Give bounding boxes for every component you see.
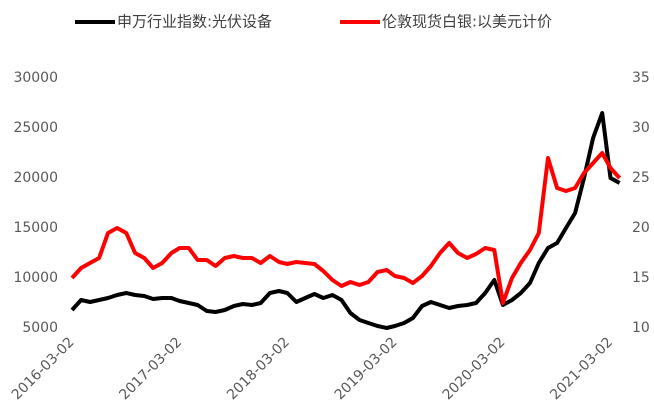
- series-line: [70, 111, 621, 330]
- x-tick-label: 2017-03-02: [116, 334, 185, 403]
- y2-tick-label: 10: [632, 320, 650, 336]
- series-line: [70, 151, 622, 305]
- y2-tick-label: 15: [632, 270, 650, 286]
- x-tick-label: 2018-03-02: [224, 334, 293, 403]
- x-tick-label: 2021-03-02: [547, 334, 616, 403]
- y-tick-label: 25000: [13, 120, 58, 136]
- y2-tick-label: 35: [632, 70, 650, 86]
- legend-label: 申万行业指数:光伏设备: [117, 13, 272, 31]
- y-tick-label: 30000: [13, 70, 58, 86]
- y-tick-label: 10000: [13, 270, 58, 286]
- y-tick-label: 15000: [13, 220, 58, 236]
- legend-label: 伦敦现货白银:以美元计价: [382, 13, 552, 31]
- x-tick-label: 2020-03-02: [440, 334, 509, 403]
- y-tick-label: 20000: [13, 170, 58, 186]
- y2-tick-label: 30: [632, 120, 650, 136]
- y2-tick-label: 25: [632, 170, 650, 186]
- y-tick-label: 5000: [22, 320, 58, 336]
- y2-tick-label: 20: [632, 220, 650, 236]
- x-tick-label: 2019-03-02: [332, 334, 401, 403]
- x-tick-label: 2016-03-02: [9, 334, 78, 403]
